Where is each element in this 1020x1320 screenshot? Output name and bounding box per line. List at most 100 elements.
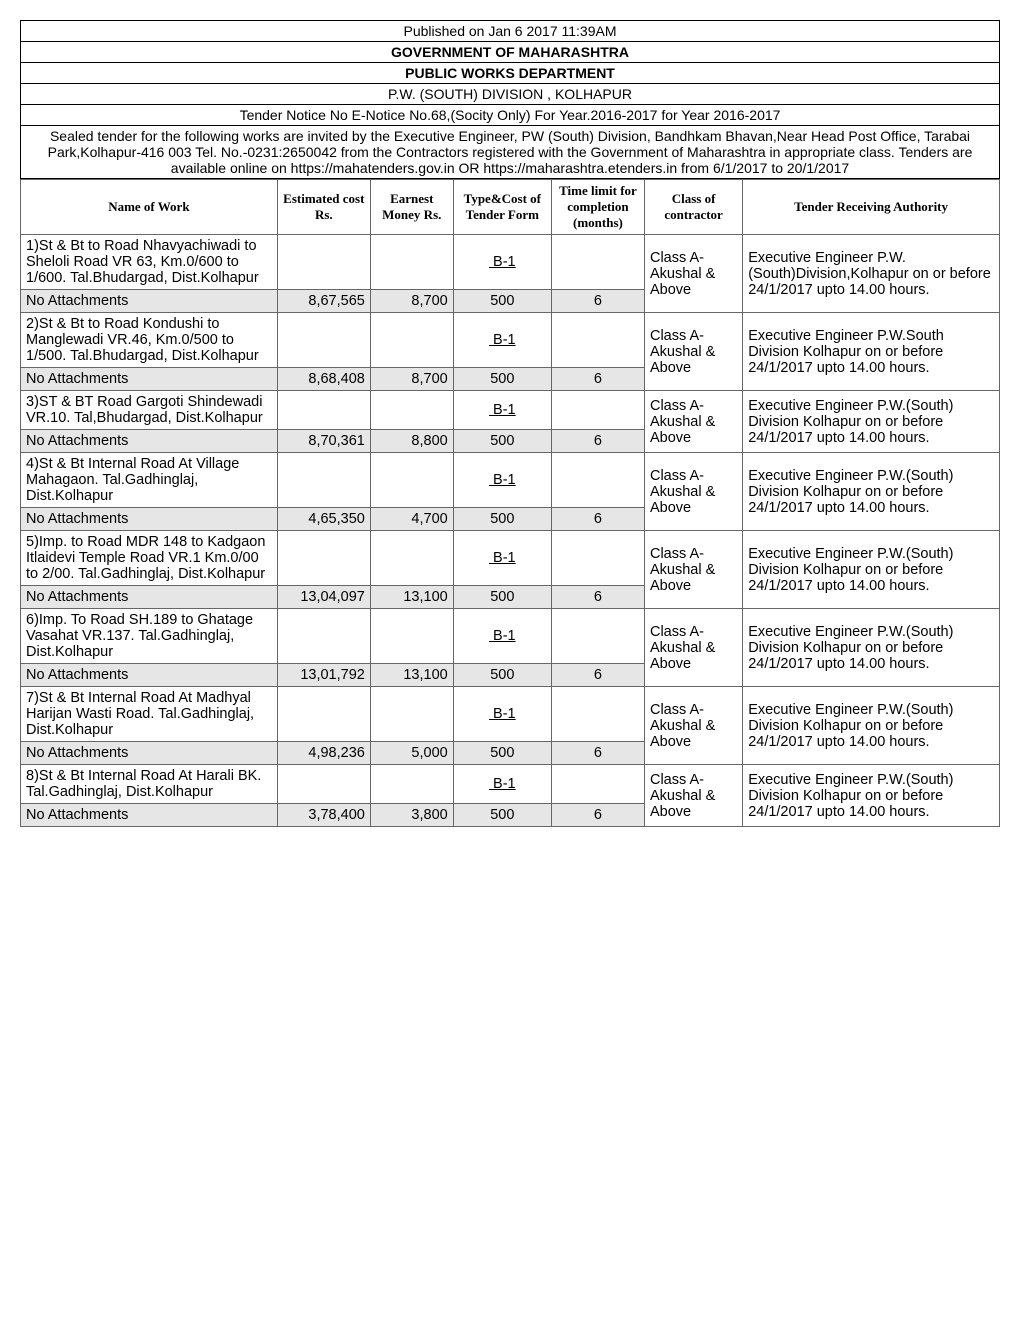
- receiving-authority: Executive Engineer P.W.(South) Division …: [743, 453, 1000, 531]
- contractor-class: Class A-Akushal & Above: [644, 313, 742, 391]
- time-limit: [551, 765, 644, 804]
- contractor-class: Class A-Akushal & Above: [644, 235, 742, 313]
- time-limit: [551, 391, 644, 430]
- estimated-cost-value: 4,98,236: [277, 742, 370, 765]
- earnest-money: [370, 391, 453, 430]
- col-header-work: Name of Work: [21, 180, 278, 235]
- work-description: 4)St & Bt Internal Road At Village Mahag…: [21, 453, 278, 508]
- tender-type: B-1: [453, 531, 551, 586]
- time-limit-value: 6: [551, 368, 644, 391]
- earnest-money: [370, 765, 453, 804]
- col-header-earnest: Earnest Money Rs.: [370, 180, 453, 235]
- table-row: 7)St & Bt Internal Road At Madhyal Harij…: [21, 687, 1000, 742]
- estimated-cost: [277, 313, 370, 368]
- estimated-cost: [277, 765, 370, 804]
- work-description: 1)St & Bt to Road Nhavyachiwadi to Shelo…: [21, 235, 278, 290]
- notice-line: Tender Notice No E-Notice No.68,(Socity …: [21, 105, 1000, 126]
- attachments-label: No Attachments: [21, 508, 278, 531]
- earnest-money: [370, 235, 453, 290]
- intro-text: Sealed tender for the following works ar…: [21, 126, 1000, 179]
- time-limit: [551, 235, 644, 290]
- tender-form-cost: 500: [453, 508, 551, 531]
- receiving-authority: Executive Engineer P.W.(South) Division …: [743, 765, 1000, 827]
- estimated-cost: [277, 235, 370, 290]
- table-row: 3)ST & BT Road Gargoti Shindewadi VR.10.…: [21, 391, 1000, 430]
- estimated-cost-value: 8,68,408: [277, 368, 370, 391]
- table-row: 1)St & Bt to Road Nhavyachiwadi to Shelo…: [21, 235, 1000, 290]
- earnest-money-value: 13,100: [370, 586, 453, 609]
- estimated-cost: [277, 453, 370, 508]
- division-line: P.W. (SOUTH) DIVISION , KOLHAPUR: [21, 84, 1000, 105]
- work-description: 2)St & Bt to Road Kondushi to Manglewadi…: [21, 313, 278, 368]
- estimated-cost-value: 4,65,350: [277, 508, 370, 531]
- table-row: 4)St & Bt Internal Road At Village Mahag…: [21, 453, 1000, 508]
- receiving-authority: Executive Engineer P.W.(South) Division …: [743, 391, 1000, 453]
- earnest-money: [370, 687, 453, 742]
- receiving-authority: Executive Engineer P.W.South Division Ko…: [743, 313, 1000, 391]
- attachments-label: No Attachments: [21, 586, 278, 609]
- earnest-money-value: 13,100: [370, 664, 453, 687]
- tender-body: 1)St & Bt to Road Nhavyachiwadi to Shelo…: [21, 235, 1000, 827]
- time-limit: [551, 609, 644, 664]
- work-description: 6)Imp. To Road SH.189 to Ghatage Vasahat…: [21, 609, 278, 664]
- tender-table: Name of Work Estimated cost Rs. Earnest …: [20, 179, 1000, 827]
- work-description: 7)St & Bt Internal Road At Madhyal Harij…: [21, 687, 278, 742]
- contractor-class: Class A-Akushal & Above: [644, 391, 742, 453]
- col-header-cost: Estimated cost Rs.: [277, 180, 370, 235]
- attachments-label: No Attachments: [21, 804, 278, 827]
- table-row: 8)St & Bt Internal Road At Harali BK. Ta…: [21, 765, 1000, 804]
- estimated-cost-value: 8,67,565: [277, 290, 370, 313]
- time-limit-value: 6: [551, 586, 644, 609]
- tender-form-cost: 500: [453, 290, 551, 313]
- contractor-class: Class A-Akushal & Above: [644, 453, 742, 531]
- time-limit: [551, 313, 644, 368]
- table-row: 6)Imp. To Road SH.189 to Ghatage Vasahat…: [21, 609, 1000, 664]
- attachments-label: No Attachments: [21, 368, 278, 391]
- time-limit-value: 6: [551, 664, 644, 687]
- attachments-label: No Attachments: [21, 742, 278, 765]
- earnest-money-value: 5,000: [370, 742, 453, 765]
- time-limit: [551, 453, 644, 508]
- col-header-time: Time limit for completion (months): [551, 180, 644, 235]
- tender-type: B-1: [453, 391, 551, 430]
- col-header-auth: Tender Receiving Authority: [743, 180, 1000, 235]
- dept-line: PUBLIC WORKS DEPARTMENT: [21, 63, 1000, 84]
- work-description: 8)St & Bt Internal Road At Harali BK. Ta…: [21, 765, 278, 804]
- time-limit-value: 6: [551, 742, 644, 765]
- tender-form-cost: 500: [453, 368, 551, 391]
- estimated-cost: [277, 687, 370, 742]
- table-row: 5)Imp. to Road MDR 148 to Kadgaon Itlaid…: [21, 531, 1000, 586]
- tender-form-cost: 500: [453, 804, 551, 827]
- estimated-cost-value: 13,04,097: [277, 586, 370, 609]
- col-header-type: Type&Cost of Tender Form: [453, 180, 551, 235]
- time-limit-value: 6: [551, 290, 644, 313]
- attachments-label: No Attachments: [21, 430, 278, 453]
- earnest-money-value: 4,700: [370, 508, 453, 531]
- estimated-cost-value: 8,70,361: [277, 430, 370, 453]
- estimated-cost: [277, 391, 370, 430]
- tender-type: B-1: [453, 313, 551, 368]
- earnest-money-value: 8,700: [370, 368, 453, 391]
- tender-form-cost: 500: [453, 430, 551, 453]
- gov-line: GOVERNMENT OF MAHARASHTRA: [21, 42, 1000, 63]
- receiving-authority: Executive Engineer P.W.(South) Division …: [743, 531, 1000, 609]
- contractor-class: Class A-Akushal & Above: [644, 609, 742, 687]
- earnest-money-value: 3,800: [370, 804, 453, 827]
- time-limit: [551, 531, 644, 586]
- time-limit: [551, 687, 644, 742]
- published-line: Published on Jan 6 2017 11:39AM: [21, 21, 1000, 42]
- tender-type: B-1: [453, 235, 551, 290]
- tender-type: B-1: [453, 453, 551, 508]
- table-row: 2)St & Bt to Road Kondushi to Manglewadi…: [21, 313, 1000, 368]
- earnest-money: [370, 453, 453, 508]
- attachments-label: No Attachments: [21, 290, 278, 313]
- tender-type: B-1: [453, 765, 551, 804]
- receiving-authority: Executive Engineer P.W.(South) Division …: [743, 609, 1000, 687]
- contractor-class: Class A-Akushal & Above: [644, 687, 742, 765]
- time-limit-value: 6: [551, 804, 644, 827]
- receiving-authority: Executive Engineer P.W.(South)Division,K…: [743, 235, 1000, 313]
- earnest-money-value: 8,800: [370, 430, 453, 453]
- work-description: 3)ST & BT Road Gargoti Shindewadi VR.10.…: [21, 391, 278, 430]
- earnest-money: [370, 531, 453, 586]
- tender-form-cost: 500: [453, 742, 551, 765]
